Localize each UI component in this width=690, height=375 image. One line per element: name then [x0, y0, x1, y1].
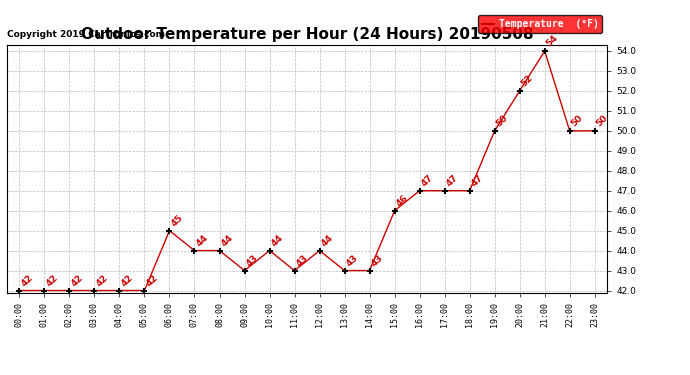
- Text: 50: 50: [495, 113, 510, 128]
- Text: 45: 45: [170, 213, 185, 228]
- Text: 44: 44: [319, 233, 335, 248]
- Text: 43: 43: [295, 253, 310, 268]
- Text: 52: 52: [520, 73, 535, 88]
- Text: 47: 47: [420, 173, 435, 188]
- Text: Copyright 2019 Cartronics.com: Copyright 2019 Cartronics.com: [7, 30, 165, 39]
- Legend: Temperature  (°F): Temperature (°F): [478, 15, 602, 33]
- Text: 42: 42: [119, 273, 135, 288]
- Text: 42: 42: [19, 273, 34, 288]
- Text: 43: 43: [370, 253, 385, 268]
- Text: 46: 46: [395, 193, 410, 208]
- Text: 54: 54: [544, 33, 560, 49]
- Text: 43: 43: [344, 253, 360, 268]
- Text: 43: 43: [244, 253, 260, 268]
- Text: 47: 47: [444, 173, 460, 188]
- Text: 44: 44: [219, 233, 235, 248]
- Text: 42: 42: [44, 273, 60, 288]
- Text: 42: 42: [70, 273, 85, 288]
- Text: 42: 42: [144, 273, 160, 288]
- Text: 42: 42: [95, 273, 110, 288]
- Title: Outdoor Temperature per Hour (24 Hours) 20190508: Outdoor Temperature per Hour (24 Hours) …: [81, 27, 533, 42]
- Text: 44: 44: [270, 233, 285, 248]
- Text: 50: 50: [570, 113, 585, 128]
- Text: 50: 50: [595, 113, 610, 128]
- Text: 44: 44: [195, 233, 210, 248]
- Text: 47: 47: [470, 173, 485, 188]
